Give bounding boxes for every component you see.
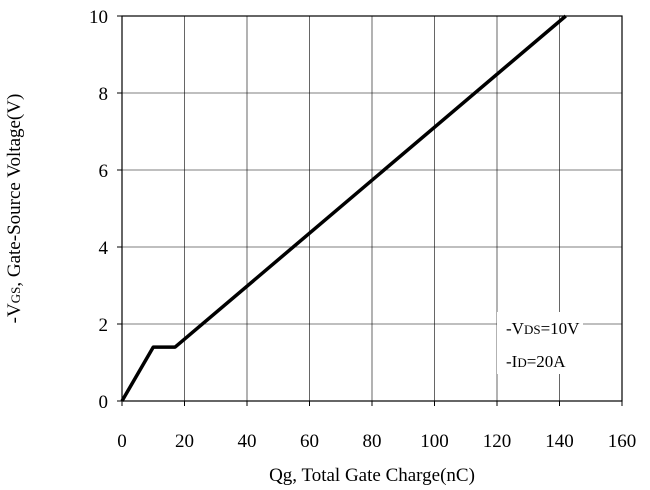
y-axis-title-sub: GS bbox=[8, 287, 23, 304]
y-tick-label-4: 8 bbox=[99, 84, 109, 105]
annotation-id-sub: D bbox=[517, 355, 526, 370]
y-tick-label-1: 2 bbox=[99, 315, 109, 336]
annotation-box bbox=[497, 312, 583, 374]
x-tick-label-7: 140 bbox=[545, 431, 574, 452]
annotation-vds: -VDS=10V bbox=[506, 319, 580, 338]
annotation-vds-prefix: -V bbox=[506, 319, 525, 338]
x-axis-title: Qg, Total Gate Charge(nC) bbox=[269, 465, 475, 486]
x-tick-labels: 0 20 40 60 80 100 120 140 160 bbox=[117, 431, 636, 452]
x-tick-label-3: 60 bbox=[300, 431, 319, 452]
ticks bbox=[117, 15, 623, 406]
annotation-id-prefix: -I bbox=[506, 352, 518, 371]
x-tick-label-4: 80 bbox=[363, 431, 382, 452]
x-tick-label-8: 160 bbox=[608, 431, 637, 452]
y-axis-title-prefix: -V bbox=[4, 303, 25, 323]
x-tick-label-5: 100 bbox=[420, 431, 449, 452]
y-tick-label-5: 10 bbox=[89, 7, 108, 28]
y-tick-label-2: 4 bbox=[99, 238, 109, 259]
y-tick-label-0: 0 bbox=[99, 392, 109, 413]
x-tick-label-0: 0 bbox=[117, 431, 127, 452]
y-axis-title: -VGS, Gate-Source Voltage(V) bbox=[4, 94, 25, 324]
annotation-id-suffix: =20A bbox=[527, 352, 567, 371]
y-axis-title-suffix: , Gate-Source Voltage(V) bbox=[4, 94, 25, 287]
x-tick-label-2: 40 bbox=[238, 431, 257, 452]
y-tick-label-3: 6 bbox=[99, 161, 109, 182]
annotation-id: -ID=20A bbox=[506, 352, 566, 371]
series-line-0 bbox=[120, 14, 567, 402]
annotation-vds-suffix: =10V bbox=[541, 319, 581, 338]
x-tick-label-1: 20 bbox=[175, 431, 194, 452]
y-tick-labels: 0 2 4 6 8 10 bbox=[89, 7, 109, 413]
annotation-background bbox=[497, 312, 583, 374]
grid bbox=[122, 16, 622, 401]
annotation-vds-sub: DS bbox=[524, 322, 541, 337]
x-tick-label-6: 120 bbox=[483, 431, 512, 452]
series-group bbox=[120, 14, 567, 402]
